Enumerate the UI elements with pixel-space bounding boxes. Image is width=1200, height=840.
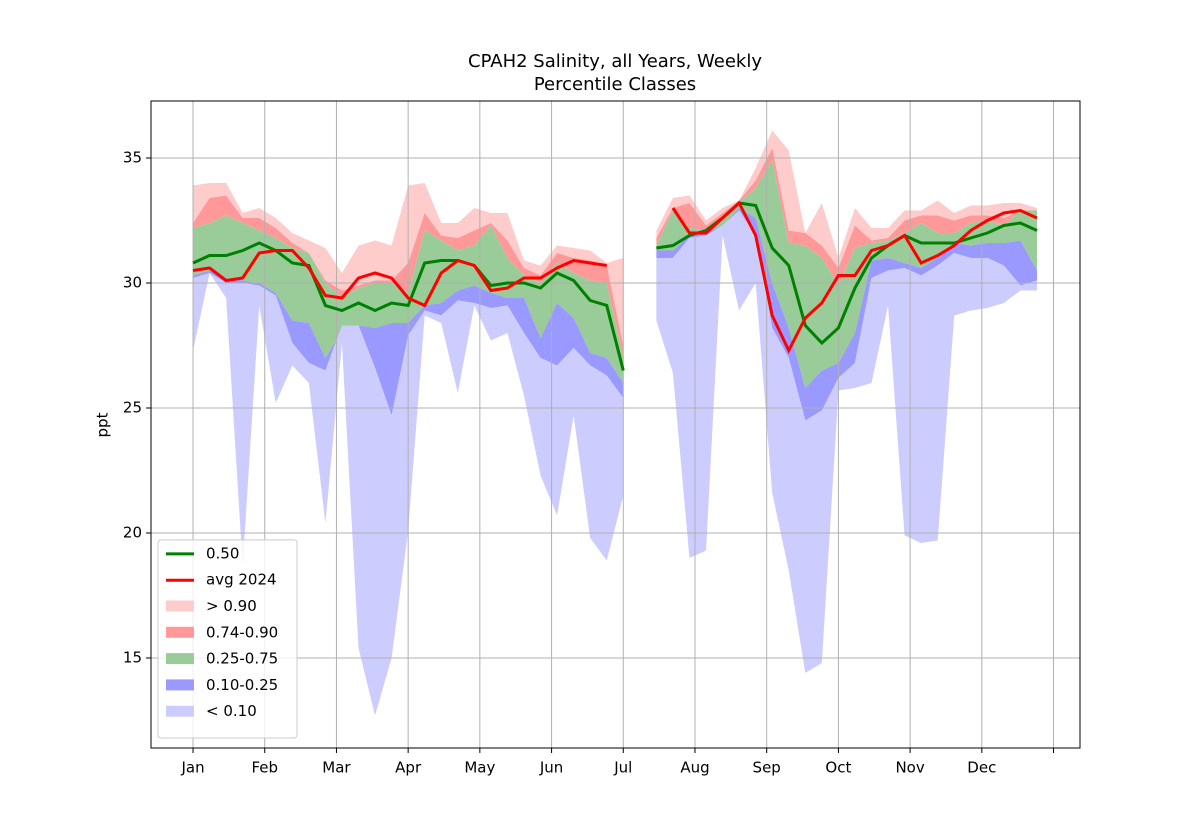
legend-label: > 0.90 [206, 597, 257, 615]
legend-label: 0.10-0.25 [206, 676, 278, 694]
x-tick-label: Feb [251, 759, 278, 777]
x-tick-label: Sep [753, 759, 781, 777]
x-tick-label: Apr [395, 759, 422, 777]
legend-label: 0.25-0.75 [206, 650, 278, 668]
series-line [192, 200, 1038, 354]
legend-swatch [166, 600, 194, 612]
legend-swatch [166, 705, 194, 717]
percentile-band [193, 130, 1037, 346]
x-tick-label: Oct [825, 759, 851, 777]
legend-label: 0.74-0.90 [206, 623, 278, 641]
legend-swatch [166, 679, 194, 691]
y-tick-label: 20 [123, 524, 142, 542]
x-tick-label: Jan [180, 759, 204, 777]
percentile-band [193, 148, 1037, 358]
legend-swatch [166, 626, 194, 638]
x-tick-label: May [464, 759, 495, 777]
x-tick-label: Mar [322, 759, 351, 777]
legend-label: < 0.10 [206, 702, 257, 720]
legend-label: avg 2024 [206, 571, 277, 589]
y-tick-label: 35 [123, 149, 142, 167]
x-tick-label: Dec [967, 759, 996, 777]
legend-swatch [166, 653, 194, 665]
y-axis-label: ppt [94, 412, 112, 437]
x-tick-label: Aug [680, 759, 709, 777]
x-tick-label: Nov [895, 759, 924, 777]
percentile-band [193, 210, 1037, 716]
x-tick-label: Jul [613, 759, 632, 777]
y-tick-label: 30 [123, 274, 142, 292]
plot-area [151, 101, 1080, 748]
x-tick-label: Jun [539, 759, 563, 777]
percentile-band [193, 208, 1037, 421]
chart-title: CPAH2 Salinity, all Years, Weekly [468, 51, 762, 72]
chart-subtitle: Percentile Classes [534, 74, 696, 95]
legend-label: 0.50 [206, 544, 239, 562]
y-tick-label: 25 [123, 399, 142, 417]
legend: 0.50 avg 2024 > 0.90 0.74-0.90 0.25-0.75 0.10… [157, 539, 298, 739]
percentile-band [193, 160, 1037, 388]
axes-frame [150, 100, 1081, 749]
y-tick-label: 15 [123, 649, 142, 667]
